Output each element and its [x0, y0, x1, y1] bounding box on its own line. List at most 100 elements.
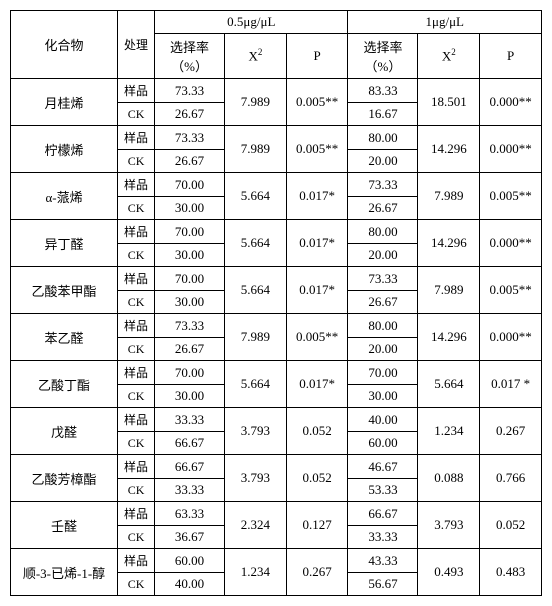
- table-row: 戊醛样品33.333.7930.05240.001.2340.267: [11, 408, 542, 432]
- table-row: 壬醛样品63.332.3240.12766.673.7930.052: [11, 502, 542, 526]
- p-cell: 0.017*: [286, 220, 348, 267]
- header-conc1: 0.5μg/μL: [155, 11, 348, 34]
- rate-cell: 70.00: [348, 361, 418, 385]
- x2-cell: 1.234: [418, 408, 480, 455]
- header-p-2: P: [480, 34, 542, 79]
- p-cell: 0.017*: [286, 267, 348, 314]
- rate-cell: 70.00: [155, 220, 225, 244]
- rate-cell: 40.00: [155, 573, 225, 596]
- rate-cell: 80.00: [348, 220, 418, 244]
- p-cell: 0.005**: [286, 126, 348, 173]
- table-row: 乙酸苯甲酯样品70.005.6640.017*73.337.9890.005**: [11, 267, 542, 291]
- rate-cell: 40.00: [348, 408, 418, 432]
- treatment-cell: CK: [118, 432, 155, 455]
- rate-cell: 60.00: [155, 549, 225, 573]
- treatment-cell: 样品: [118, 267, 155, 291]
- p-cell: 0.766: [480, 455, 542, 502]
- rate-cell: 26.67: [155, 338, 225, 361]
- rate-cell: 46.67: [348, 455, 418, 479]
- treatment-cell: CK: [118, 573, 155, 596]
- p-cell: 0.483: [480, 549, 542, 596]
- x2-cell: 18.501: [418, 79, 480, 126]
- rate-cell: 43.33: [348, 549, 418, 573]
- x2-cell: 5.664: [225, 361, 287, 408]
- rate-cell: 73.33: [155, 79, 225, 103]
- x2-cell: 0.493: [418, 549, 480, 596]
- rate-cell: 30.00: [155, 244, 225, 267]
- treatment-cell: 样品: [118, 79, 155, 103]
- rate-cell: 16.67: [348, 103, 418, 126]
- p-cell: 0.005**: [480, 267, 542, 314]
- rate-cell: 80.00: [348, 314, 418, 338]
- treatment-cell: CK: [118, 338, 155, 361]
- rate-cell: 73.33: [348, 173, 418, 197]
- compound-name: α-蒎烯: [11, 173, 118, 220]
- header-p-1: P: [286, 34, 348, 79]
- rate-cell: 33.33: [155, 408, 225, 432]
- rate-cell: 30.00: [155, 291, 225, 314]
- treatment-cell: CK: [118, 385, 155, 408]
- compound-name: 乙酸苯甲酯: [11, 267, 118, 314]
- table-row: 乙酸丁酯样品70.005.6640.017*70.005.6640.017 *: [11, 361, 542, 385]
- rate-cell: 53.33: [348, 479, 418, 502]
- header-rate-2: 选择率（%）: [348, 34, 418, 79]
- rate-cell: 80.00: [348, 126, 418, 150]
- header-rate-1: 选择率（%）: [155, 34, 225, 79]
- rate-cell: 26.67: [348, 197, 418, 220]
- p-cell: 0.017 *: [480, 361, 542, 408]
- compound-name: 苯乙醛: [11, 314, 118, 361]
- table-row: 顺-3-已烯-1-醇样品60.001.2340.26743.330.4930.4…: [11, 549, 542, 573]
- compound-name: 月桂烯: [11, 79, 118, 126]
- rate-cell: 60.00: [348, 432, 418, 455]
- treatment-cell: 样品: [118, 173, 155, 197]
- rate-cell: 30.00: [155, 385, 225, 408]
- p-cell: 0.000**: [480, 314, 542, 361]
- rate-cell: 26.67: [348, 291, 418, 314]
- rate-cell: 20.00: [348, 150, 418, 173]
- table-row: α-蒎烯样品70.005.6640.017*73.337.9890.005**: [11, 173, 542, 197]
- p-cell: 0.005**: [480, 173, 542, 220]
- compound-name: 乙酸丁酯: [11, 361, 118, 408]
- treatment-cell: CK: [118, 479, 155, 502]
- x2-cell: 14.296: [418, 220, 480, 267]
- rate-cell: 66.67: [348, 502, 418, 526]
- rate-cell: 70.00: [155, 267, 225, 291]
- treatment-cell: 样品: [118, 361, 155, 385]
- x2-cell: 5.664: [225, 173, 287, 220]
- treatment-cell: CK: [118, 291, 155, 314]
- p-cell: 0.017*: [286, 173, 348, 220]
- p-cell: 0.000**: [480, 79, 542, 126]
- table-body: 月桂烯样品73.337.9890.005**83.3318.5010.000**…: [11, 79, 542, 596]
- x2-cell: 7.989: [225, 314, 287, 361]
- table-row: 月桂烯样品73.337.9890.005**83.3318.5010.000**: [11, 79, 542, 103]
- rate-cell: 73.33: [348, 267, 418, 291]
- rate-cell: 56.67: [348, 573, 418, 596]
- rate-cell: 30.00: [348, 385, 418, 408]
- rate-cell: 70.00: [155, 361, 225, 385]
- p-cell: 0.052: [480, 502, 542, 549]
- treatment-cell: 样品: [118, 220, 155, 244]
- compound-name: 异丁醛: [11, 220, 118, 267]
- treatment-cell: 样品: [118, 126, 155, 150]
- rate-cell: 83.33: [348, 79, 418, 103]
- x2-cell: 3.793: [225, 408, 287, 455]
- x2-cell: 7.989: [418, 267, 480, 314]
- treatment-cell: 样品: [118, 549, 155, 573]
- rate-cell: 73.33: [155, 314, 225, 338]
- x2-cell: 2.324: [225, 502, 287, 549]
- rate-cell: 63.33: [155, 502, 225, 526]
- compound-name: 乙酸芳樟酯: [11, 455, 118, 502]
- treatment-cell: CK: [118, 197, 155, 220]
- header-treatment: 处理: [118, 11, 155, 79]
- table-header: 化合物 处理 0.5μg/μL 1μg/μL 选择率（%） X2 P 选择率（%…: [11, 11, 542, 79]
- x2-cell: 1.234: [225, 549, 287, 596]
- treatment-cell: 样品: [118, 455, 155, 479]
- treatment-cell: 样品: [118, 502, 155, 526]
- x2-cell: 5.664: [225, 267, 287, 314]
- x2-cell: 7.989: [225, 126, 287, 173]
- rate-cell: 26.67: [155, 150, 225, 173]
- rate-cell: 20.00: [348, 338, 418, 361]
- compound-name: 顺-3-已烯-1-醇: [11, 549, 118, 596]
- table-row: 苯乙醛样品73.337.9890.005**80.0014.2960.000**: [11, 314, 542, 338]
- header-compound: 化合物: [11, 11, 118, 79]
